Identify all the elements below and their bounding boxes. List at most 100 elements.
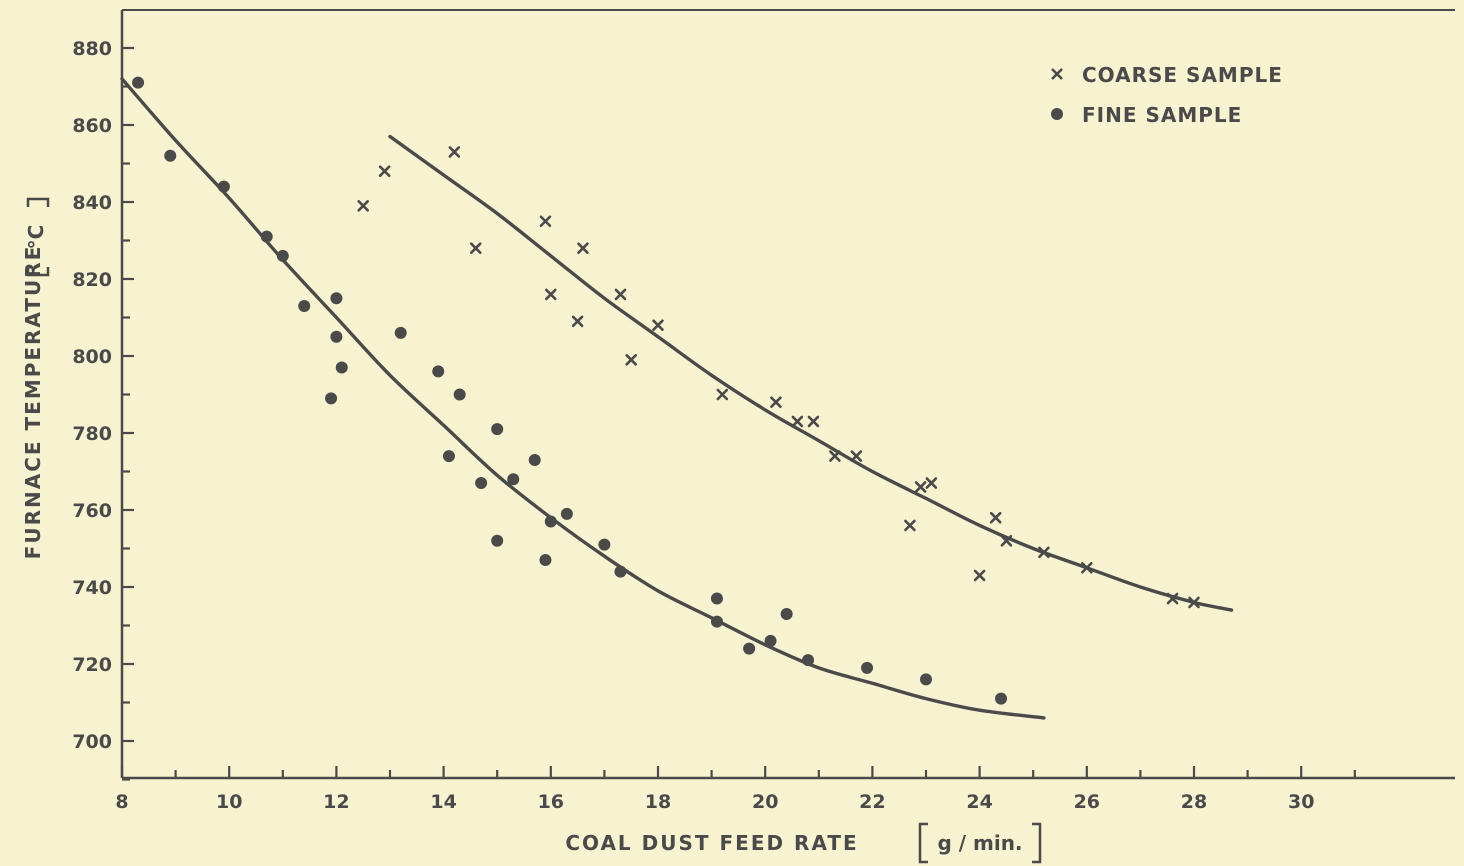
x-unit-bracket-left bbox=[918, 822, 928, 864]
y-tick-label: 840 bbox=[72, 192, 112, 214]
y-unit-bracket-right bbox=[26, 197, 50, 207]
fine-point bbox=[507, 473, 520, 486]
x-tick-label: 28 bbox=[1181, 791, 1207, 813]
x-axis-unit: g / min. bbox=[918, 822, 1042, 864]
fine-point bbox=[560, 507, 573, 520]
fine-point bbox=[743, 642, 756, 655]
legend-label-fine: FINE SAMPLE bbox=[1082, 103, 1242, 127]
fine-point bbox=[539, 554, 552, 567]
legend-item-fine: FINE SAMPLE bbox=[1051, 103, 1242, 127]
coarse-point bbox=[914, 481, 927, 493]
fine-point bbox=[330, 292, 343, 305]
legend-cross-marker bbox=[1051, 68, 1063, 80]
fine-point bbox=[276, 249, 289, 262]
legend-label-coarse: COARSE SAMPLE bbox=[1082, 63, 1283, 87]
fine-point bbox=[432, 365, 445, 378]
fine-point bbox=[861, 661, 874, 674]
fine-point bbox=[335, 361, 348, 374]
y-tick-label: 800 bbox=[72, 346, 112, 368]
coarse-point bbox=[925, 477, 938, 489]
x-tick-label: 8 bbox=[115, 791, 128, 813]
y-tick-label: 780 bbox=[72, 423, 112, 445]
fine-point bbox=[260, 230, 273, 243]
fine-point bbox=[164, 149, 177, 162]
coarse-point bbox=[989, 511, 1002, 524]
coarse-point bbox=[545, 288, 557, 301]
coarse-point bbox=[904, 519, 916, 532]
x-tick-label: 22 bbox=[859, 791, 885, 813]
fine-point bbox=[475, 477, 488, 490]
y-tick-label: 760 bbox=[72, 500, 112, 522]
coarse-point bbox=[973, 569, 986, 582]
fine-point bbox=[614, 565, 627, 578]
fine-point bbox=[764, 634, 777, 647]
fine-point bbox=[780, 607, 793, 620]
fine-point bbox=[710, 615, 723, 628]
x-tick-label: 20 bbox=[752, 791, 778, 813]
fine-point bbox=[491, 423, 504, 436]
coarse-point bbox=[1188, 596, 1200, 609]
y-tick-label: 740 bbox=[72, 577, 112, 599]
coarse-point bbox=[378, 165, 391, 177]
fine-point bbox=[802, 654, 815, 667]
x-tick-label: 24 bbox=[966, 791, 992, 813]
y-tick-label: 880 bbox=[72, 38, 112, 60]
y-unit-bracket-left bbox=[26, 267, 50, 277]
coarse-point bbox=[539, 215, 552, 228]
fine-point bbox=[442, 450, 455, 463]
x-tick-label: 30 bbox=[1288, 791, 1314, 813]
y-tick-label: 860 bbox=[72, 115, 112, 137]
y-axis-unit: °C bbox=[24, 197, 50, 277]
coarse-point bbox=[469, 242, 482, 254]
x-tick-label: 16 bbox=[538, 791, 564, 813]
coarse-point bbox=[448, 146, 461, 158]
coarse-point bbox=[652, 319, 664, 331]
coarse-point bbox=[770, 396, 782, 408]
coarse-point bbox=[625, 354, 637, 366]
coarse-point bbox=[1081, 561, 1093, 574]
y-axis-label: FURNACE TEMPERATURE bbox=[21, 245, 45, 560]
coarse-point bbox=[1000, 535, 1013, 547]
coarse-point bbox=[614, 288, 627, 301]
y-axis-unit-label: °C bbox=[24, 225, 48, 250]
y-axis-label-group: FURNACE TEMPERATURE bbox=[21, 245, 45, 560]
fit-curve-coarse bbox=[388, 134, 1234, 612]
x-axis-unit-label: g / min. bbox=[937, 831, 1022, 855]
fine-point bbox=[598, 538, 611, 551]
legend: COARSE SAMPLE FINE SAMPLE bbox=[1051, 63, 1283, 127]
coarse-point bbox=[571, 315, 584, 328]
fine-point bbox=[920, 673, 932, 686]
x-axis-ticks: 8 10 12 14 16 18 20 22 24 26 28 30 bbox=[115, 766, 1356, 813]
fine-point bbox=[330, 330, 343, 343]
x-axis-label: COAL DUST FEED RATE bbox=[565, 831, 858, 855]
x-tick-label: 18 bbox=[645, 791, 671, 813]
fine-point bbox=[394, 326, 407, 339]
x-tick-label: 12 bbox=[323, 791, 349, 813]
coarse-point bbox=[357, 200, 369, 212]
fine-point bbox=[544, 515, 557, 528]
y-axis-ticks: 700 720 740 760 780 800 820 840 860 880 bbox=[72, 38, 134, 781]
fine-point bbox=[453, 388, 466, 401]
data-points bbox=[132, 76, 1200, 705]
x-tick-label: 14 bbox=[430, 791, 456, 813]
coarse-point bbox=[850, 450, 863, 462]
fine-point bbox=[298, 299, 311, 312]
fine-point bbox=[491, 534, 504, 547]
x-tick-label: 26 bbox=[1074, 791, 1100, 813]
fine-point bbox=[325, 392, 338, 405]
coarse-point bbox=[791, 415, 804, 428]
coarse-point bbox=[716, 388, 729, 401]
coarse-point bbox=[577, 242, 589, 254]
y-tick-label: 720 bbox=[72, 654, 112, 676]
coarse-point bbox=[1166, 592, 1179, 605]
y-tick-label: 820 bbox=[72, 269, 112, 291]
legend-item-coarse: COARSE SAMPLE bbox=[1051, 63, 1283, 87]
x-tick-label: 10 bbox=[216, 791, 242, 813]
legend-dot-marker bbox=[1051, 108, 1063, 120]
coarse-point bbox=[1038, 546, 1050, 559]
x-unit-bracket-right bbox=[1032, 822, 1042, 864]
y-tick-label: 700 bbox=[72, 731, 112, 753]
coarse-point bbox=[807, 415, 820, 428]
